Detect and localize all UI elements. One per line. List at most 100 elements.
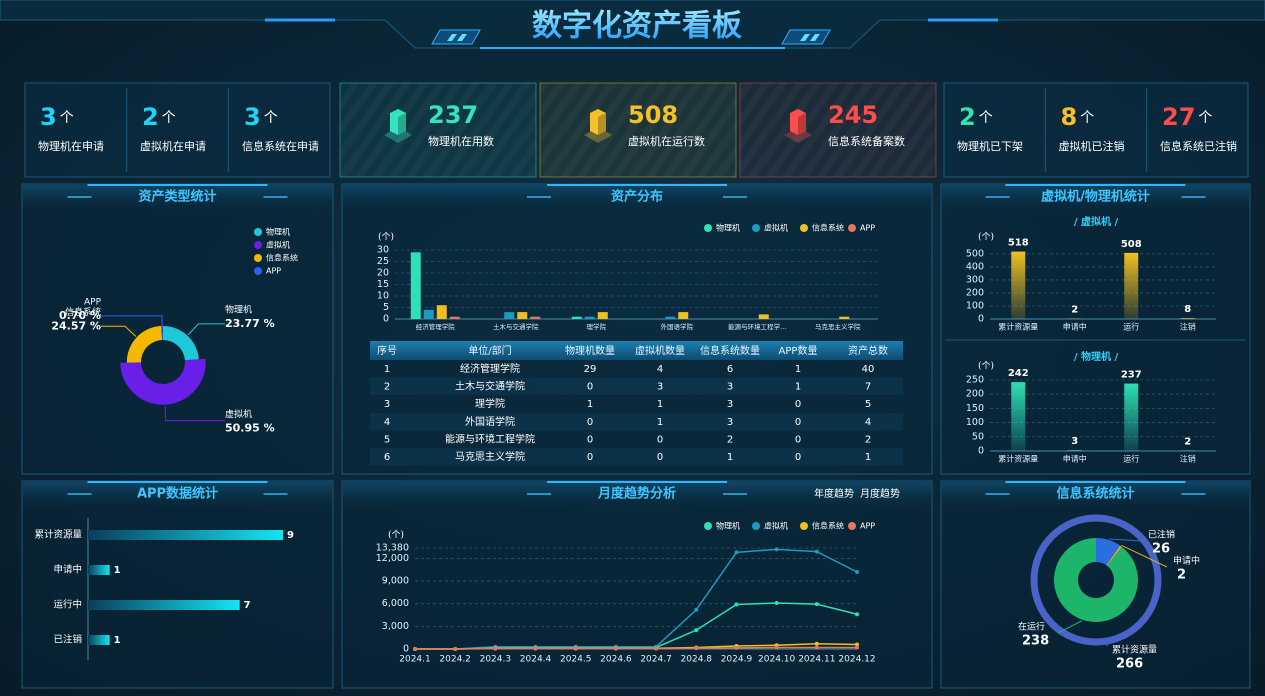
panel — [940, 480, 1251, 689]
slice-value: 24.57 % — [51, 319, 101, 332]
table-cell: 1 — [384, 364, 390, 375]
bar — [436, 305, 447, 319]
stat-group — [24, 82, 331, 178]
bar — [88, 565, 110, 575]
legend-marker — [254, 241, 262, 249]
table-header-cell: APP数量 — [779, 344, 818, 357]
line-point — [855, 612, 859, 617]
stat-card-texture — [540, 83, 736, 177]
stat-label: 虚拟机在运行数 — [628, 134, 705, 148]
y-tick-label: 15 — [377, 279, 389, 290]
table-cell: 0 — [657, 434, 663, 445]
y-tick-label: 25 — [377, 256, 389, 267]
bar — [1011, 382, 1026, 451]
stat-icon — [598, 113, 606, 135]
stat-value: 237 — [428, 101, 478, 129]
value-label: 518 — [1008, 238, 1029, 249]
line-point — [613, 646, 618, 651]
stat-value: 508 — [628, 101, 678, 129]
leader-line — [101, 325, 137, 337]
panel-title: 信息系统统计 — [1056, 486, 1134, 502]
leader-line — [164, 405, 225, 422]
table-cell: 0 — [795, 434, 801, 445]
stat-label: 信息系统在申请 — [242, 139, 319, 153]
slice-name: 虚拟机 — [225, 408, 252, 420]
table-cell: 能源与环境工程学院 — [445, 432, 535, 445]
bar — [1124, 383, 1139, 451]
line-point — [814, 549, 819, 554]
stat-value: 3 — [40, 103, 57, 131]
stat-value: 2 — [142, 103, 159, 131]
x-tick-label: 运行 — [1123, 322, 1139, 332]
trend-tab[interactable]: 年度趋势 — [814, 487, 854, 500]
x-tick-label: 累计资源量 — [998, 454, 1038, 464]
line-point — [855, 642, 859, 647]
table-cell: 理学院 — [475, 397, 505, 410]
panel — [940, 183, 1251, 475]
table-cell: 4 — [657, 364, 663, 375]
y-axis-label: (个) — [978, 232, 994, 243]
panel-title: 虚拟机/物理机统计 — [1041, 189, 1150, 205]
y-tick-label: 150 — [966, 403, 984, 414]
table-row — [370, 430, 903, 448]
table-header — [370, 341, 903, 360]
value-label: 7 — [244, 600, 251, 611]
stat-label: 信息系统已注销 — [1160, 139, 1237, 153]
value-label: 3 — [1071, 436, 1078, 447]
y-tick-label: 10 — [377, 291, 389, 302]
legend-marker — [254, 254, 262, 262]
stat-value-group: 27 个 — [1162, 103, 1212, 131]
bar — [839, 316, 850, 319]
slice-value: 2 — [1177, 568, 1186, 583]
line — [415, 646, 857, 650]
value-label: 242 — [1008, 368, 1029, 379]
bar — [449, 316, 460, 319]
table-cell: 土木与交通学院 — [455, 380, 525, 393]
table-cell: 1 — [795, 364, 801, 375]
y-axis-label: (个) — [978, 361, 994, 372]
y-tick-label: 13,380 — [376, 543, 409, 554]
bar — [504, 312, 515, 319]
table-row — [370, 395, 903, 413]
table-cell: 2 — [727, 434, 733, 445]
y-axis-label: (个) — [378, 232, 394, 243]
page-title: 数字化资产看板 — [532, 9, 742, 44]
y-axis-label: (个) — [388, 530, 404, 541]
table-cell: 2 — [384, 382, 390, 393]
line-point — [774, 600, 779, 605]
y-tick-label: 累计资源量 — [34, 529, 82, 541]
stat-group — [943, 82, 1249, 178]
bar — [410, 252, 421, 319]
legend-label: 虚拟机 — [266, 240, 290, 250]
trend-tab[interactable]: 月度趋势 — [860, 487, 900, 500]
line-point — [814, 645, 819, 650]
slice-name: 信息系统 — [65, 306, 101, 318]
bar — [1180, 317, 1195, 319]
header-ornament — [431, 29, 831, 45]
x-tick-label: 2024.12 — [838, 655, 875, 665]
table-cell: 外国语学院 — [465, 415, 515, 428]
slice-name: 累计资源量 — [1112, 644, 1157, 656]
stat-label: 物理机在申请 — [38, 139, 104, 153]
legend-label: 物理机 — [716, 521, 740, 531]
y-tick-label: 运行中 — [53, 599, 82, 611]
legend-marker — [704, 224, 712, 232]
stat-label: 物理机在用数 — [428, 134, 494, 148]
table-cell: 40 — [862, 364, 875, 375]
y-tick-label: 0 — [978, 446, 984, 457]
table-cell: 3 — [727, 417, 733, 428]
y-tick-label: 5 — [383, 302, 389, 313]
line-point — [774, 547, 779, 552]
stat-card-texture — [340, 83, 536, 177]
panel-header — [343, 185, 931, 209]
x-tick-label: 申请中 — [1063, 454, 1087, 464]
line — [415, 548, 858, 650]
slice-name: 已注销 — [1148, 529, 1175, 541]
table-cell: 0 — [587, 452, 593, 463]
y-tick-label: 12,000 — [376, 553, 409, 564]
table-cell: 6 — [727, 364, 733, 375]
legend-label: 信息系统 — [812, 521, 844, 531]
y-tick-label: 20 — [377, 268, 389, 279]
